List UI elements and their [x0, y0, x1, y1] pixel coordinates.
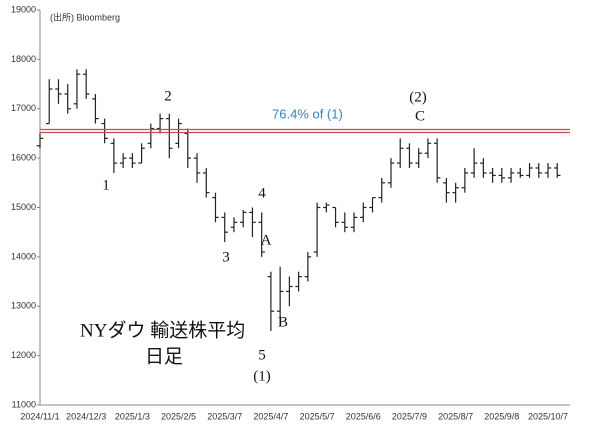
y-tick-label: 16000	[11, 153, 36, 163]
reference-label: 76.4% of (1)	[272, 106, 343, 121]
x-tick-label: 2025/2/5	[161, 411, 196, 421]
source-note: (出所) Bloomberg	[50, 11, 120, 22]
wave-label: 3	[222, 249, 230, 265]
y-tick-label: 15000	[11, 202, 36, 212]
wave-label: (2)	[409, 89, 427, 105]
y-tick-label: 11000	[12, 399, 36, 409]
wave-label: 5	[258, 347, 266, 363]
x-tick-label: 2025/5/7	[300, 411, 335, 421]
wave-label: B	[278, 314, 288, 330]
wave-label: 2	[164, 88, 172, 104]
wave-label: A	[261, 232, 272, 248]
chart-subtitle: 日足	[145, 346, 183, 367]
chart-title: NYダウ 輸送株平均	[80, 319, 245, 341]
y-tick-label: 19000	[11, 4, 36, 14]
y-tick-label: 18000	[11, 54, 36, 64]
x-tick-label: 2025/3/7	[207, 411, 242, 421]
x-tick-label: 2025/4/7	[253, 411, 288, 421]
wave-label: 1	[102, 177, 110, 193]
x-tick-label: 2025/7/9	[392, 411, 427, 421]
wave-label: (1)	[253, 368, 271, 384]
x-tick-label: 2025/9/8	[484, 411, 519, 421]
x-tick-label: 2025/10/7	[528, 411, 568, 421]
x-tick-label: 2025/8/7	[438, 411, 473, 421]
y-tick-label: 14000	[11, 251, 36, 261]
y-tick-label: 12000	[11, 350, 36, 360]
wave-label: 4	[258, 185, 266, 201]
wave-label: C	[415, 108, 425, 124]
x-tick-label: 2025/6/6	[346, 411, 381, 421]
y-tick-label: 17000	[11, 103, 36, 113]
x-tick-label: 2025/1/3	[115, 411, 150, 421]
x-tick-label: 2024/11/1	[20, 411, 59, 421]
y-tick-label: 13000	[11, 301, 36, 311]
x-tick-label: 2024/12/3	[66, 411, 106, 421]
